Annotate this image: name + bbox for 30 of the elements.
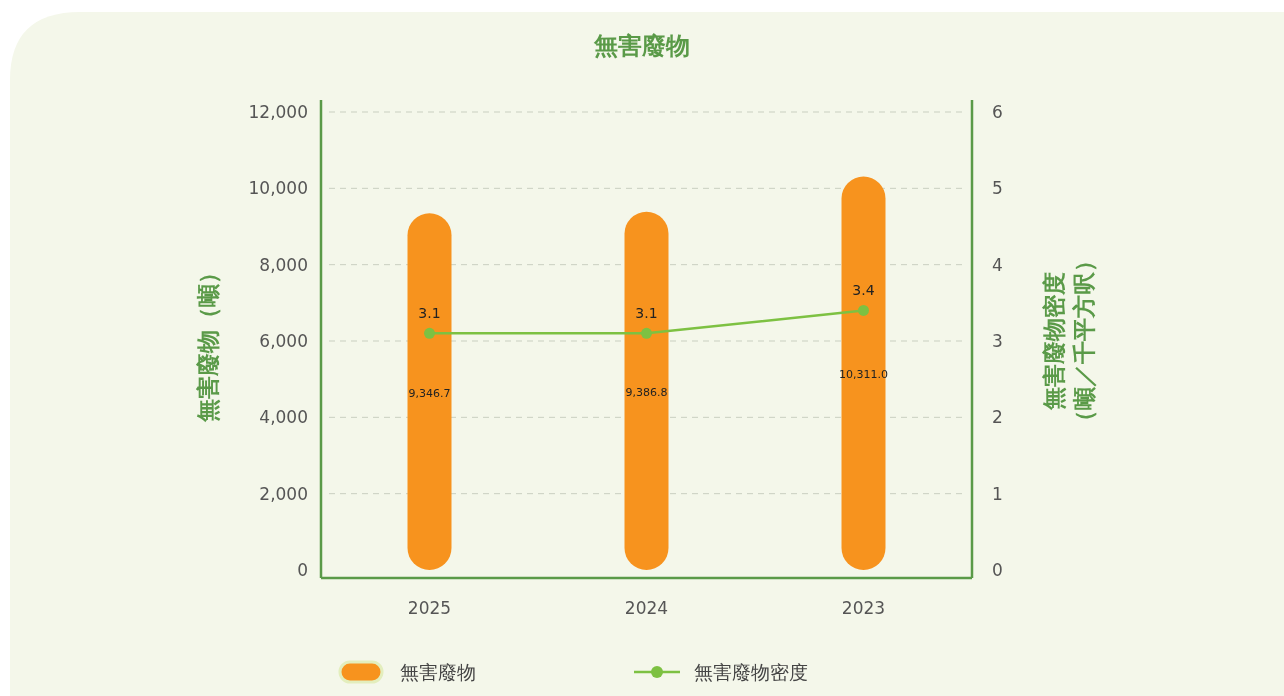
y2-tick-label: 1 (992, 483, 1003, 504)
y2-tick-label: 2 (992, 407, 1003, 428)
y2-tick-label: 6 (992, 102, 1003, 122)
y-tick-label: 12,000 (248, 102, 308, 122)
x-tick-label: 2024 (624, 598, 669, 618)
data-label: 9,346.7 (408, 386, 451, 400)
data-label: 9,386.8 (625, 385, 668, 399)
y2-tick-label: 4 (992, 254, 1003, 275)
y-tick-label: 10,000 (248, 178, 308, 199)
bar (407, 213, 452, 570)
y-tick-label: 0 (297, 560, 308, 580)
y-axis-title: 無害廢物（噸） (195, 260, 221, 423)
y2-axis-title: 無害廢物密度（噸／千平方呎） (1041, 249, 1097, 433)
data-label: 3.4 (852, 282, 875, 299)
x-tick-label: 2023 (841, 598, 886, 618)
y-tick-label: 2,000 (259, 483, 308, 504)
y2-tick-label: 3 (992, 331, 1003, 351)
data-label: 3.1 (418, 305, 441, 322)
y2-tick-label: 0 (992, 560, 1003, 580)
data-label: 3.1 (635, 305, 658, 322)
y-tick-label: 4,000 (259, 407, 308, 428)
x-tick-label: 2025 (407, 598, 452, 618)
chart-title: 無害廢物 (593, 32, 690, 60)
y2-tick-label: 5 (992, 178, 1003, 199)
bar (624, 211, 669, 570)
y-tick-label: 6,000 (259, 331, 308, 351)
legend-label: 無害廢物密度 (694, 661, 808, 683)
legend-label: 無害廢物 (400, 661, 476, 683)
y-tick-label: 8,000 (259, 254, 308, 275)
bar (841, 176, 886, 570)
